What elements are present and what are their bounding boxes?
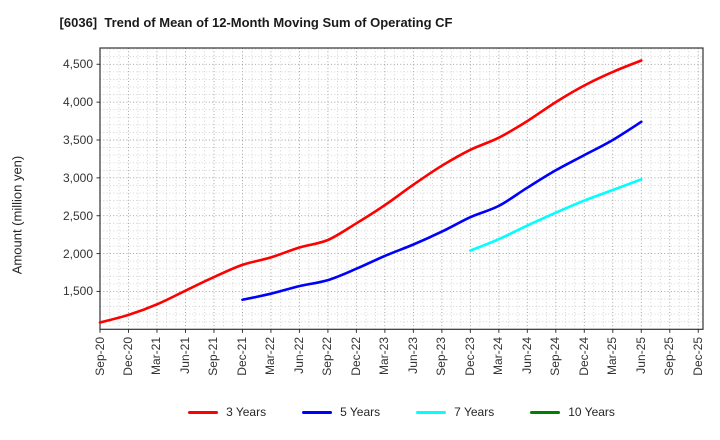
x-tick-label: Dec-20 xyxy=(120,337,135,376)
x-tick-label: Mar-23 xyxy=(377,337,392,376)
legend-line-sample-red xyxy=(188,410,219,414)
x-tick-label: Sep-24 xyxy=(548,337,563,376)
legend-item-5-years: 5 Years xyxy=(302,405,380,419)
x-tick-label: Dec-24 xyxy=(576,337,591,376)
x-tick-label: Dec-25 xyxy=(690,337,705,376)
legend-line-sample-cyan xyxy=(416,410,447,414)
legend-label: 5 Years xyxy=(340,405,381,419)
y-tick-label: 3,000 xyxy=(62,170,93,185)
legend-item-7-years: 7 Years xyxy=(416,405,494,419)
x-tick-label: Sep-22 xyxy=(320,337,335,376)
y-tick-label: 2,000 xyxy=(62,246,93,261)
x-tick-label: Jun-25 xyxy=(633,337,648,374)
legend-label: 3 Years xyxy=(226,405,267,419)
legend: 3 Years 5 Years 7 Years 10 Years xyxy=(100,405,703,419)
legend-label: 10 Years xyxy=(568,405,615,419)
legend-item-10-years: 10 Years xyxy=(530,405,615,419)
y-tick-label: 4,000 xyxy=(62,95,93,110)
legend-line-sample-blue xyxy=(302,410,333,414)
legend-item-3-years: 3 Years xyxy=(188,405,266,419)
x-tick-label: Sep-21 xyxy=(206,337,221,376)
series-line-7-years xyxy=(469,178,643,252)
y-tick-label: 4,500 xyxy=(62,57,93,72)
y-tick-label: 2,500 xyxy=(62,208,93,223)
x-tick-label: Jun-21 xyxy=(177,337,192,374)
x-tick-label: Dec-22 xyxy=(348,337,363,376)
x-tick-label: Jun-23 xyxy=(405,337,420,374)
x-tick-label: Sep-20 xyxy=(92,337,107,376)
legend-line-sample-green xyxy=(530,410,561,414)
series-line-3-years xyxy=(98,59,643,324)
x-tick-label: Dec-21 xyxy=(234,337,249,376)
x-tick-label: Mar-25 xyxy=(605,337,620,376)
x-tick-label: Jun-24 xyxy=(519,337,534,374)
chart-title: [6036] Trend of Mean of 12-Month Moving … xyxy=(59,15,453,30)
x-tick-label: Mar-22 xyxy=(263,337,278,376)
x-tick-label: Dec-23 xyxy=(462,337,477,376)
x-tick-label: Sep-25 xyxy=(662,337,677,376)
x-tick-label: Mar-24 xyxy=(491,337,506,376)
series-line-5-years xyxy=(241,120,643,302)
x-tick-label: Sep-23 xyxy=(434,337,449,376)
y-tick-label: 1,500 xyxy=(62,284,93,299)
x-tick-label: Mar-21 xyxy=(149,337,164,376)
legend-label: 7 Years xyxy=(454,405,495,419)
y-tick-label: 3,500 xyxy=(62,132,93,147)
x-tick-label: Jun-22 xyxy=(291,337,306,374)
